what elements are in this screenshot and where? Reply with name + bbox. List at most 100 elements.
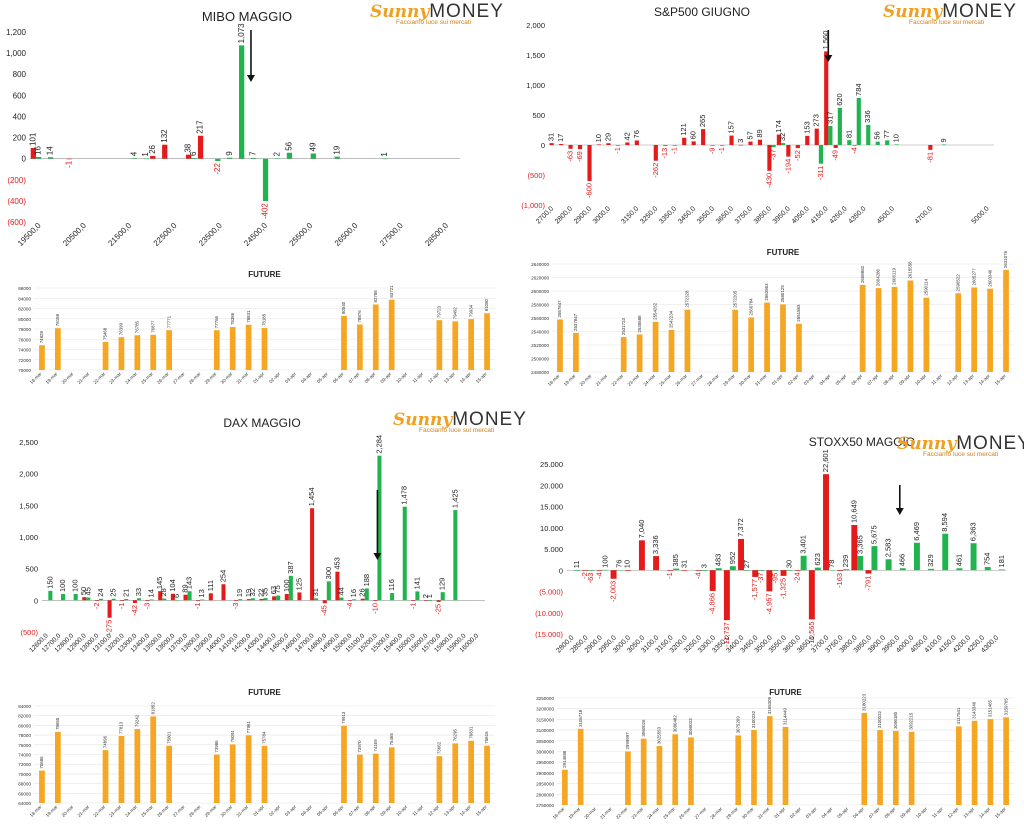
- bar-value-label: 11: [572, 560, 581, 568]
- bar-value-label: -1: [408, 602, 417, 609]
- red-bar: [865, 570, 872, 574]
- x-tick-label: 04-apr: [300, 371, 313, 384]
- future-value-label: 77766: [214, 315, 219, 328]
- bar-value-label: 56: [873, 131, 882, 139]
- green-bar: [588, 570, 595, 571]
- x-tick-label: 12-apr: [947, 806, 960, 819]
- bar-value-label: 45: [83, 587, 92, 595]
- red-bar: [596, 144, 602, 145]
- y-tick-label: 500: [532, 111, 545, 120]
- green-bar: [928, 568, 935, 571]
- bar-value-label: -791: [863, 576, 872, 591]
- red-bar: [568, 145, 573, 149]
- y-tick-label: 2900000: [536, 771, 554, 776]
- green-bar: [276, 595, 281, 601]
- red-bar: [150, 155, 156, 159]
- bar-value-label: 5,675: [869, 525, 878, 544]
- x-tick-label: 26-mar: [156, 371, 170, 385]
- red-bar: [776, 134, 781, 145]
- future-value-label: 2914686: [562, 750, 567, 768]
- y-tick-label: 74000: [18, 348, 31, 353]
- bar-value-label: 952: [728, 552, 737, 565]
- green-bar: [800, 555, 807, 571]
- future-value-label: 3100022: [877, 710, 882, 728]
- stoxx-oi-svg: STOXX50 MAGGIO (15.000) (10.000) (5.000) 0 5.…: [535, 435, 1006, 655]
- bar-value-label: 3,336: [651, 535, 660, 554]
- y-tick-label: 25.000: [540, 460, 563, 469]
- x-tick-label: 11-apr: [411, 371, 424, 384]
- future-value-label: 3096180: [893, 711, 898, 729]
- green-bar: [984, 567, 991, 571]
- bar-value-label: -275: [105, 620, 114, 635]
- future-bar: [732, 309, 739, 372]
- logo-money-text: MONEY: [956, 433, 1024, 454]
- x-tick-label: 30-mar: [220, 804, 234, 818]
- bar-value-label: 150: [45, 576, 54, 589]
- x-tick-label: 3150,0: [620, 205, 640, 225]
- y-tick-label: 2620000: [531, 276, 549, 281]
- green-bar: [60, 594, 66, 601]
- future-bar: [468, 319, 475, 370]
- bar-value-label: -25: [434, 604, 443, 615]
- bar-value-label: 9: [225, 151, 234, 156]
- green-bar: [602, 569, 609, 571]
- y-tick-label: 74000: [18, 753, 31, 758]
- future-value-label: 3151465: [988, 699, 993, 717]
- bar-value-label: -4: [694, 572, 703, 579]
- x-tick-label: 22-mar: [615, 806, 629, 820]
- future-bar: [892, 730, 899, 805]
- future-bar: [134, 729, 141, 803]
- bar-value-label: 2: [421, 594, 430, 598]
- x-tick-label: 07-apr: [348, 371, 361, 384]
- bar-value-label: 174: [774, 120, 783, 133]
- green-bar: [382, 158, 388, 160]
- bar-value-label: 24: [96, 588, 105, 596]
- x-tick-label: 13-apr: [962, 373, 975, 386]
- sp500-oi-chart: S&P500 GIUGNO (1,000) (500) 0 500 1,000 1,500 2…: [515, 0, 1024, 248]
- future-value-label: 2554262: [653, 302, 658, 320]
- bar-value-label: 1,454: [307, 487, 316, 506]
- future-value-label: 79723: [437, 305, 442, 318]
- x-tick-label: 24-mar: [124, 804, 138, 818]
- y-tick-label: 80000: [18, 317, 31, 322]
- y-tick-label: 82000: [18, 714, 31, 719]
- green-bar: [250, 157, 257, 159]
- x-tick-label: 31-mar: [757, 806, 771, 820]
- bar-value-label: -1: [117, 602, 126, 609]
- red-bar: [723, 570, 730, 621]
- x-tick-label: 4150,0: [810, 205, 830, 225]
- x-tick-label: 24-mar: [646, 806, 660, 820]
- bar-value-label: -1: [613, 147, 622, 154]
- logo-tagline: Facciamo luce sui mercati: [909, 19, 985, 26]
- bar-value-label: 125: [294, 578, 303, 591]
- future-value-label: 2582863: [764, 283, 769, 301]
- red-bar: [183, 594, 188, 601]
- green-bar: [814, 567, 821, 571]
- red-bar: [653, 556, 660, 571]
- future-value-label: 78831: [246, 310, 251, 323]
- future-bar: [372, 753, 379, 803]
- x-tick-label: 01-apr: [771, 373, 784, 386]
- y-tick-label: 2850000: [536, 782, 554, 787]
- x-tick-label: 05-apr: [316, 804, 329, 817]
- future-bar: [372, 304, 379, 370]
- future-value-label: 2560784: [748, 298, 753, 316]
- bar-value-label: -37: [756, 572, 765, 583]
- green-bar: [143, 158, 149, 160]
- future-value-label: 83721: [389, 285, 394, 298]
- red-bar: [145, 600, 150, 601]
- y-tick-label: 3000000: [536, 750, 554, 755]
- green-bar: [352, 599, 357, 601]
- future-bar: [261, 745, 268, 803]
- x-tick-label: 23-mar: [108, 804, 122, 818]
- future-value-label: 75784: [262, 731, 267, 744]
- red-bar: [297, 592, 302, 601]
- bar-value-label: 329: [926, 554, 935, 567]
- bar-value-label: 132: [160, 129, 169, 143]
- red-bar: [709, 570, 716, 591]
- x-tick-label: 04-apr: [819, 373, 832, 386]
- bar-value-label: 2,583: [884, 538, 893, 557]
- future-value-label: 2537847: [573, 313, 578, 331]
- dax-future-svg: FUTURE 64000 66000 68000 70000 72000 74000 7600…: [18, 688, 495, 818]
- green-bar: [124, 599, 129, 601]
